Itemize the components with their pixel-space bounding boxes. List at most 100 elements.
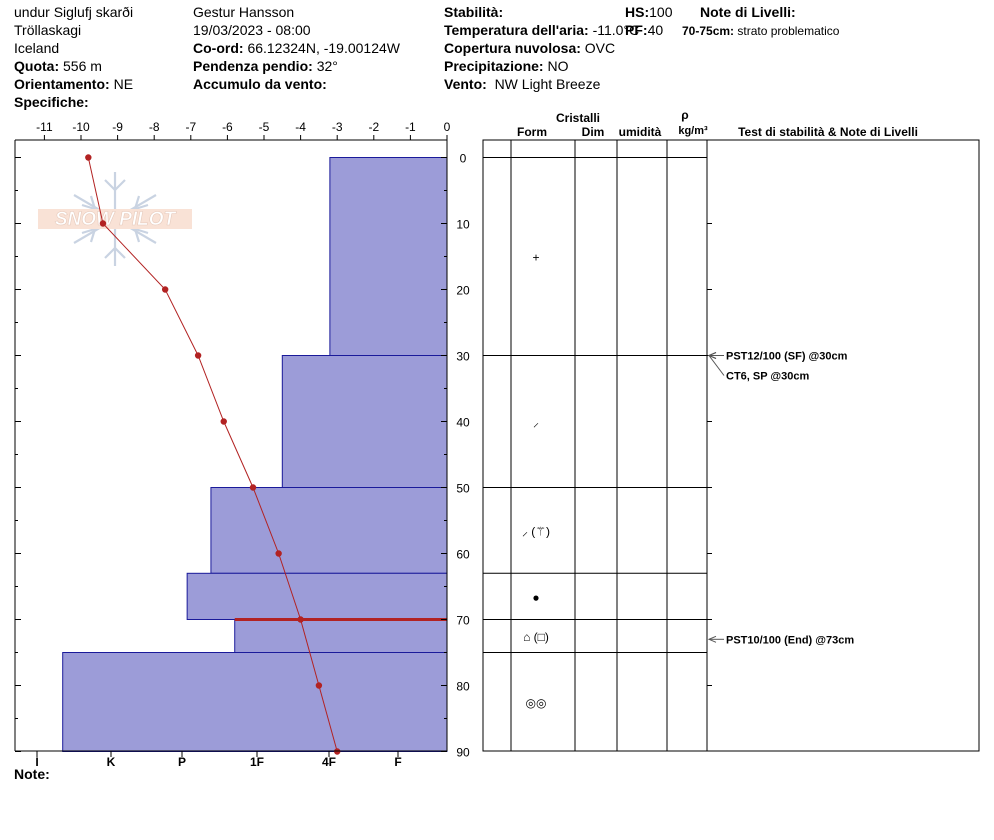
- header-density-unit: kg/m³: [678, 125, 708, 137]
- hardness-bar: [62, 652, 448, 752]
- header-density-symbol: ρ: [681, 108, 688, 122]
- depth-tick-label: 40: [456, 416, 470, 430]
- temperature-point: [275, 550, 282, 557]
- specifics-label: Specifiche:: [14, 94, 89, 110]
- elevation-row: Quota: 556 m: [14, 58, 102, 74]
- problem-layer-line: [234, 618, 447, 621]
- temperature-axis: -11 -10 -9 -8 -7 -6 -5 -4 -3 -2 -1 0: [36, 120, 451, 140]
- coord-label: Co-ord:: [193, 40, 244, 56]
- layer-notes-label: Note di Livelli:: [700, 4, 796, 20]
- temp-tick-label: -9: [112, 120, 123, 134]
- wind-label: Vento:: [444, 76, 487, 92]
- temperature-point: [99, 220, 107, 227]
- problem-layer-marker: [234, 618, 447, 621]
- hardness-bar: [210, 487, 448, 574]
- temp-tick-label: 0: [444, 120, 451, 134]
- stability-label: Stabilità:: [444, 4, 504, 20]
- hardness-bar: [281, 355, 448, 488]
- slope-row: Pendenza pendio: 32°: [193, 58, 338, 74]
- depth-tick-label: 70: [456, 614, 470, 628]
- table-stability-tests: PST12/100 (SF) @30cm CT6, SP @30cm PST10/1…: [707, 351, 854, 646]
- stability-test-label: PST10/100 (End) @73cm: [726, 634, 854, 646]
- temperature-line: [87, 157, 338, 752]
- hardness-bar: [329, 157, 448, 356]
- pf-value: 40: [647, 22, 664, 38]
- hardness-axis: I K P 1F 4F F: [35, 751, 402, 769]
- hardness-tick-label: 4F: [322, 755, 336, 769]
- arrowhead-icon: [707, 635, 717, 643]
- depth-tick-label: 30: [456, 350, 470, 364]
- snowflake-icon: [73, 172, 157, 266]
- country-name: Iceland: [14, 40, 60, 56]
- temp-tick-label: -6: [222, 120, 233, 134]
- header-crystals: Cristalli: [556, 111, 600, 125]
- aspect-row: Orientamento: NE: [14, 76, 133, 92]
- depth-tick-label: 0: [460, 152, 467, 166]
- air-temp-row: Temperatura dell'aria: -11.0°C: [444, 22, 639, 38]
- stability-test-label: CT6, SP @30cm: [726, 371, 810, 383]
- crystal-form-symbol: +: [532, 251, 539, 265]
- sky-label: Copertura nuvolosa:: [444, 40, 581, 56]
- temperature-point: [249, 484, 257, 491]
- location-name: undur Siglufj skarði: [14, 4, 134, 20]
- precip-label: Precipitazione:: [444, 58, 544, 74]
- temperature-point: [161, 286, 169, 293]
- hardness-tick-label: P: [178, 755, 186, 769]
- hardness-tick-label: I: [35, 755, 38, 769]
- wind-value: NW Light Breeze: [494, 76, 601, 92]
- depth-tick-label: 90: [456, 746, 470, 760]
- hardness-bar: [234, 619, 448, 653]
- depth-tick-label: 60: [456, 548, 470, 562]
- hardness-tick-label: F: [394, 755, 401, 769]
- crystal-form-symbol: ⸝: [533, 416, 539, 430]
- table-layer-rows: [483, 157, 723, 686]
- temperature-profile: [85, 154, 341, 755]
- wind-loading-label: Accumulo da vento:: [193, 76, 327, 92]
- hardness-tick-label: K: [107, 755, 116, 769]
- temp-tick-label: -11: [36, 120, 53, 134]
- coord-row: Co-ord: 66.12324N, -19.00124W: [193, 40, 400, 56]
- notes-label: Note:: [14, 766, 50, 782]
- temp-tick-label: -2: [368, 120, 379, 134]
- hardness-bar: [186, 572, 448, 620]
- depth-tick-label: 10: [456, 218, 470, 232]
- wind-loading-row: Accumulo da vento:: [193, 76, 327, 92]
- region-name: Tröllaskagi: [14, 22, 82, 38]
- hs-label: HS:: [625, 4, 650, 20]
- temp-tick-label: -10: [72, 120, 90, 134]
- air-temp-value: -11.0°C: [592, 22, 640, 38]
- snowpilot-watermark: SNOW PILOT: [38, 172, 192, 266]
- header-moisture: umidità: [619, 125, 662, 139]
- layer-note-row: 70-75cm: strato problematico: [682, 23, 839, 39]
- depth-tick-label: 80: [456, 680, 470, 694]
- hardness-bars: [62, 157, 448, 752]
- aspect-value: NE: [113, 76, 134, 92]
- temp-tick-label: -7: [185, 120, 196, 134]
- pf-row: PF:40: [625, 22, 663, 38]
- table-crystal-forms: + ⸝ ⸝ (⚚) ● ⌂ (□) ◎◎: [522, 251, 550, 711]
- pf-label: PF:: [625, 22, 648, 38]
- depth-tick-label: 50: [456, 482, 470, 496]
- aspect-label: Orientamento:: [14, 76, 110, 92]
- temp-tick-label: -8: [149, 120, 160, 134]
- stability-test-arrow: [708, 355, 725, 376]
- sky-value: OVC: [584, 40, 616, 56]
- temperature-point: [194, 352, 202, 359]
- temperature-point: [315, 682, 323, 689]
- header-tests: Test di stabilità & Note di Livelli: [738, 125, 918, 139]
- temp-tick-label: -1: [405, 120, 416, 134]
- temp-tick-label: -5: [259, 120, 270, 134]
- layer-note-range: 70-75cm:: [682, 24, 735, 38]
- temperature-point: [220, 418, 227, 425]
- header-size: Dim: [582, 125, 605, 139]
- crystal-form-symbol: ●: [532, 590, 539, 604]
- depth-axis: 0 10 20 30 40 50 60 70 80 90: [15, 152, 470, 760]
- crystal-form-symbol: ⸝ (⚚): [522, 524, 550, 538]
- sky-row: Copertura nuvolosa: OVC: [444, 40, 615, 56]
- temperature-point: [85, 154, 92, 161]
- slope-label: Pendenza pendio:: [193, 58, 313, 74]
- crystal-form-symbol: ⌂ (□): [523, 630, 549, 644]
- header-form: Form: [517, 125, 547, 139]
- elevation-label: Quota:: [14, 58, 60, 74]
